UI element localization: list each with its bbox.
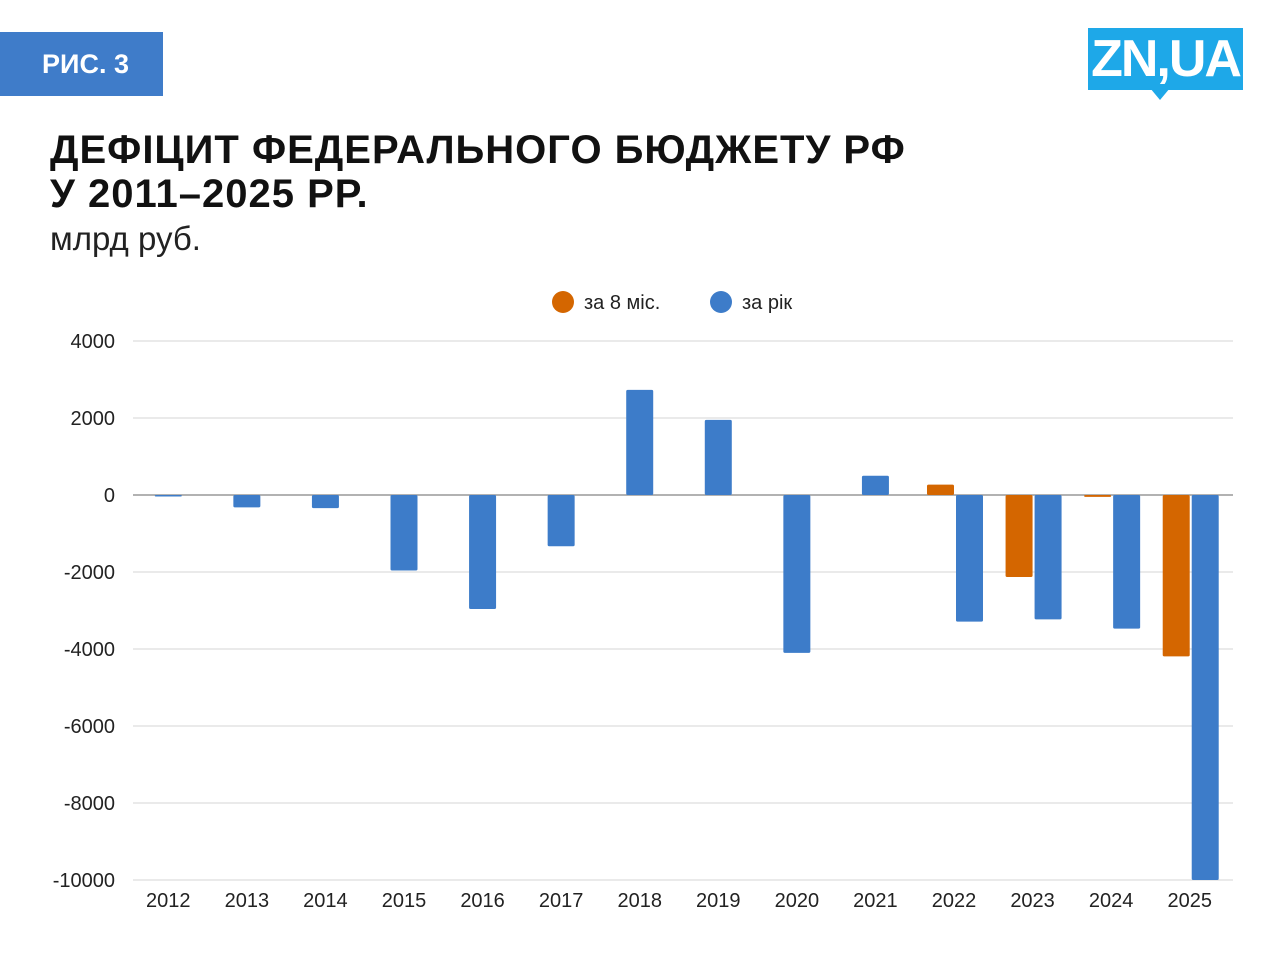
bar-year-2014 [311, 495, 339, 509]
y-tick-label: -2000 [64, 562, 115, 584]
zn-ua-logo: ZN,UA [1088, 28, 1243, 100]
y-tick-label: -4000 [64, 639, 115, 661]
y-tick-label: 0 [104, 485, 115, 507]
figure-label: РИС. 3 [0, 32, 163, 96]
bar-8-months-2024 [1084, 495, 1112, 497]
x-tick-label: 2012 [146, 890, 191, 912]
title-line-2: У 2011–2025 РР. [50, 172, 369, 216]
legend-marker [710, 291, 732, 313]
bar-year-2012 [154, 495, 182, 497]
bar-year-2025 [1191, 495, 1219, 880]
x-tick-label: 2014 [303, 890, 348, 912]
chart-subtitle: млрд руб. [50, 220, 201, 257]
bar-8-months-2022 [927, 484, 954, 495]
bar-year-2017 [547, 495, 575, 547]
legend-marker [552, 291, 574, 313]
x-tick-label: 2020 [775, 890, 820, 912]
bar-year-2021 [861, 475, 889, 495]
x-tick-label: 2022 [932, 890, 977, 912]
legend-label: за 8 міс. [584, 292, 660, 314]
bar-year-2018 [626, 389, 654, 495]
y-tick-label: -10000 [53, 870, 115, 892]
x-tick-label: 2023 [1010, 890, 1055, 912]
bar-year-2022 [956, 495, 983, 622]
bar-year-2019 [704, 419, 732, 495]
x-tick-label: 2015 [382, 890, 427, 912]
x-tick-label: 2017 [539, 890, 584, 912]
x-tick-label: 2021 [853, 890, 898, 912]
bar-year-2023 [1034, 495, 1062, 620]
y-tick-label: 4000 [71, 331, 116, 353]
y-tick-label: -6000 [64, 716, 115, 738]
x-tick-label: 2013 [225, 890, 270, 912]
bar-year-2016 [469, 495, 497, 609]
x-tick-label: 2019 [696, 890, 741, 912]
bar-year-2024 [1113, 495, 1141, 629]
bar-year-2015 [390, 495, 418, 571]
legend-label: за рік [742, 292, 792, 314]
title-line-1: ДЕФІЦИТ ФЕДЕРАЛЬНОГО БЮДЖЕТУ РФ [50, 128, 906, 172]
x-tick-label: 2025 [1167, 890, 1212, 912]
x-tick-label: 2018 [617, 890, 662, 912]
y-tick-label: 2000 [71, 408, 116, 430]
bar-8-months-2023 [1005, 495, 1033, 578]
x-tick-label: 2024 [1089, 890, 1134, 912]
x-tick-label: 2016 [460, 890, 505, 912]
bar-year-2020 [783, 495, 811, 653]
y-tick-label: -8000 [64, 793, 115, 815]
bar-year-2013 [233, 495, 261, 508]
bar-8-months-2025 [1162, 495, 1190, 657]
chart-title: ДЕФІЦИТ ФЕДЕРАЛЬНОГО БЮДЖЕТУ РФ У 2011–2… [50, 128, 906, 216]
